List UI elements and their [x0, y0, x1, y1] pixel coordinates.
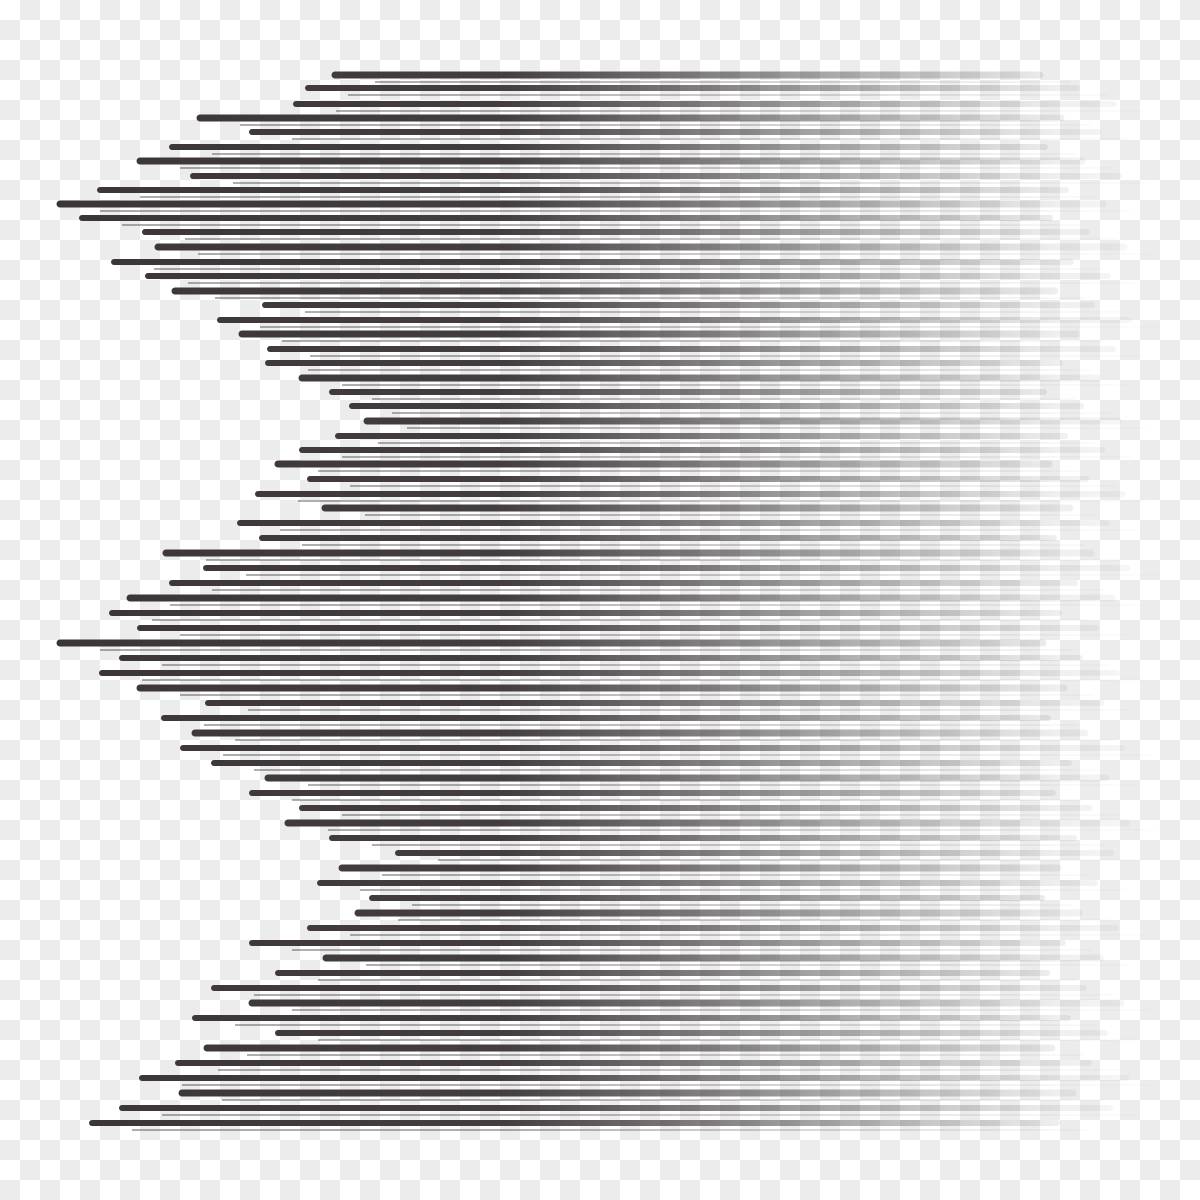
speed-lines-group: [56, 71, 1159, 1131]
